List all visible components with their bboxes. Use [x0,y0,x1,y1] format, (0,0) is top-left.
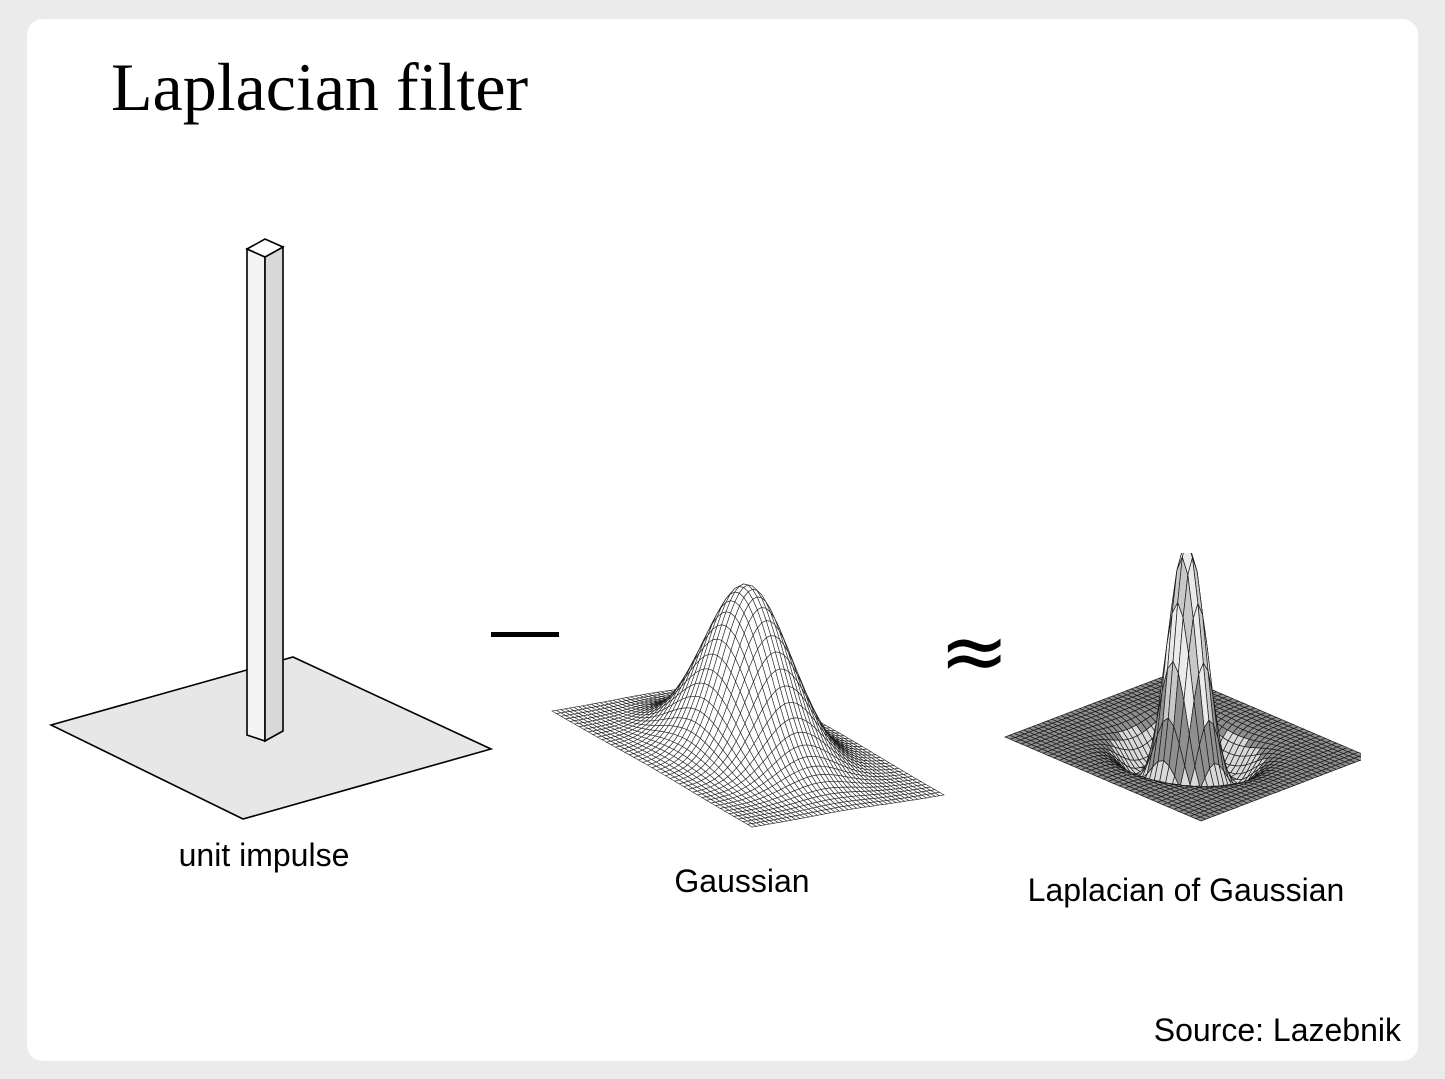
unit-impulse-plot [48,238,494,820]
laplacian-of-gaussian-cell [1194,816,1207,822]
impulse-bar-top [245,238,285,258]
unit-impulse-caption: unit impulse [178,837,350,873]
minus-operator-icon [491,632,559,637]
gaussian-mesh [551,583,945,828]
gaussian-surface-plot [551,583,945,828]
laplacian-of-gaussian-surface-plot [1004,553,1361,822]
laplacian-of-gaussian-mesh [1004,553,1361,822]
impulse-bar-front [246,247,266,743]
approx-operator: ≈ [939,602,1010,700]
slide: Laplacian filter ≈ unit impulse Gaussian… [27,19,1418,1061]
gaussian-cell [746,823,758,828]
laplacian-of-gaussian-caption: Laplacian of Gaussian [1027,872,1345,908]
gaussian-caption: Gaussian [674,863,810,899]
slide-title: Laplacian filter [111,49,529,125]
impulse-bar-side [264,245,284,743]
source-credit: Source: Lazebnik [1153,1012,1401,1048]
